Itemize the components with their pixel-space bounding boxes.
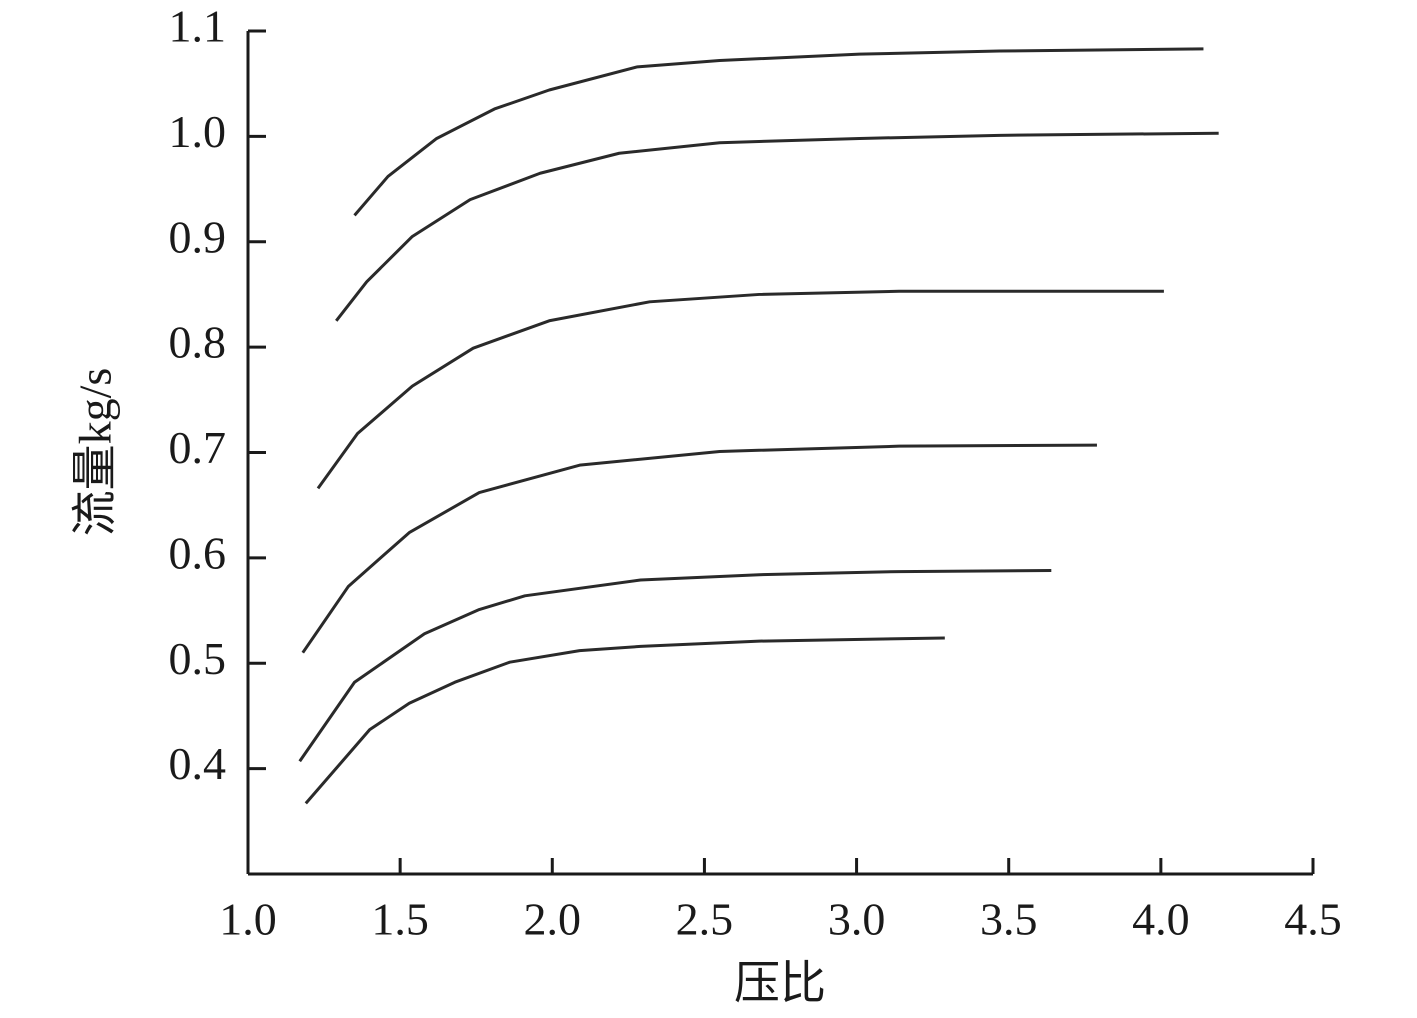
y-tick-label: 1.0: [169, 106, 227, 157]
x-tick-label: 1.0: [219, 894, 277, 945]
x-tick-label: 2.0: [524, 894, 582, 945]
y-tick-label: 0.7: [169, 422, 227, 473]
line-series: [316, 289, 1164, 490]
line-series: [298, 569, 1052, 763]
y-tick-label: 0.4: [169, 738, 227, 789]
line-series: [301, 443, 1097, 654]
y-tick-label: 1.1: [169, 1, 227, 52]
line-series: [304, 636, 945, 805]
x-axis-label: 压比: [734, 958, 826, 1009]
x-tick-label: 4.0: [1132, 894, 1190, 945]
x-tick-label: 1.5: [371, 894, 429, 945]
x-tick-label: 3.5: [980, 894, 1038, 945]
y-tick-label: 0.9: [169, 211, 227, 262]
y-tick-label: 0.5: [169, 633, 227, 684]
line-series: [335, 131, 1219, 322]
y-tick-label: 0.8: [169, 317, 227, 368]
y-axis-label: 流量kg/s: [70, 368, 121, 537]
x-tick-label: 2.5: [676, 894, 734, 945]
x-tick-label: 3.0: [828, 894, 886, 945]
y-tick-label: 0.6: [169, 527, 227, 578]
line-series: [353, 47, 1204, 217]
x-tick-label: 4.5: [1284, 894, 1342, 945]
